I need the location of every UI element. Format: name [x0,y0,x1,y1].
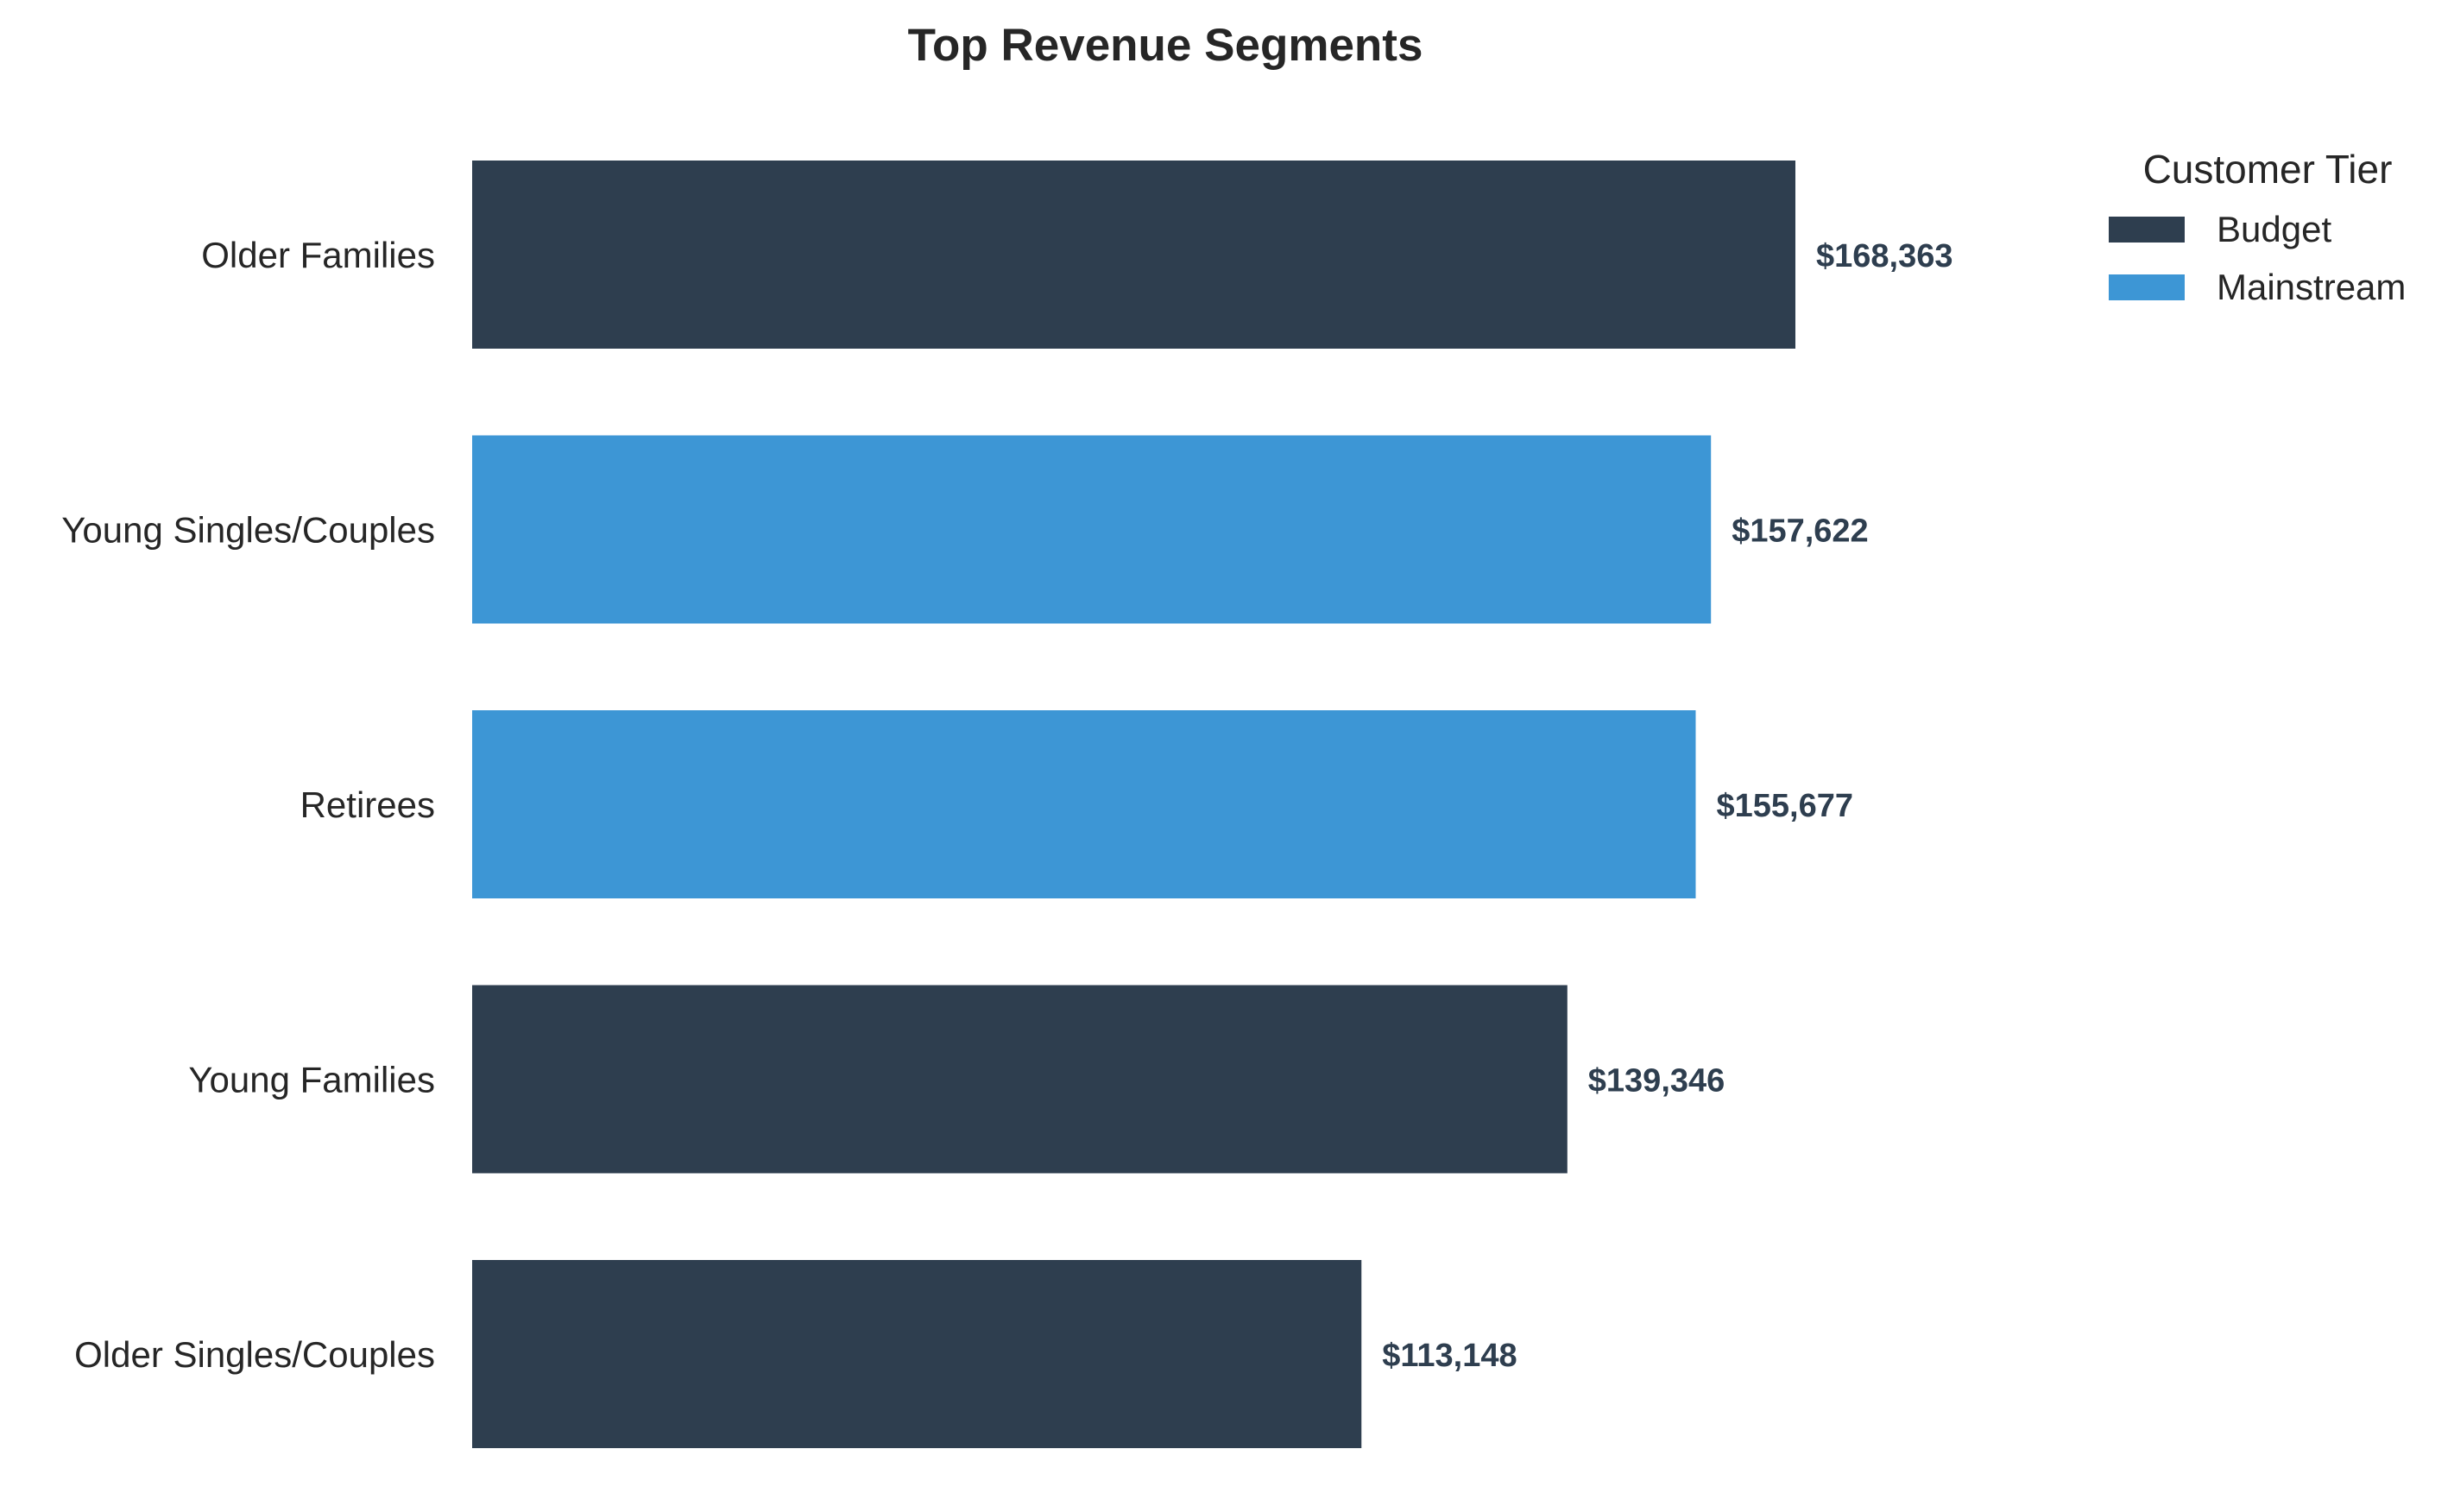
legend: Customer Tier Budget Mainstream [2109,147,2406,307]
bar-0 [472,161,1795,349]
value-label-1: $157,622 [1732,513,1869,550]
chart-title: Top Revenue Segments [908,20,1423,71]
value-label-3: $139,346 [1588,1063,1725,1099]
value-labels: $168,363 $157,622 $155,677 $139,346 $113,148 [1382,238,1952,1374]
legend-swatch-0 [2109,217,2185,243]
category-label-1: Young Singles/Couples [61,510,435,551]
legend-label-0: Budget [2217,209,2331,249]
bar-1 [472,435,1712,624]
category-labels: Older Families Young Singles/Couples Retir… [61,235,435,1375]
bar-2 [472,710,1696,898]
value-label-2: $155,677 [1716,788,1852,824]
bar-3 [472,985,1568,1174]
bars-group [472,161,1795,1448]
legend-entries: Budget Mainstream [2109,209,2406,307]
category-label-2: Retirees [300,784,435,825]
value-label-0: $168,363 [1816,238,1953,274]
category-label-0: Older Families [201,235,435,275]
value-label-4: $113,148 [1382,1338,1517,1374]
bar-4 [472,1260,1362,1448]
legend-swatch-1 [2109,274,2185,300]
legend-title: Customer Tier [2143,147,2393,192]
category-label-3: Young Families [188,1060,435,1100]
legend-label-1: Mainstream [2217,267,2406,307]
category-label-4: Older Singles/Couples [74,1334,435,1375]
